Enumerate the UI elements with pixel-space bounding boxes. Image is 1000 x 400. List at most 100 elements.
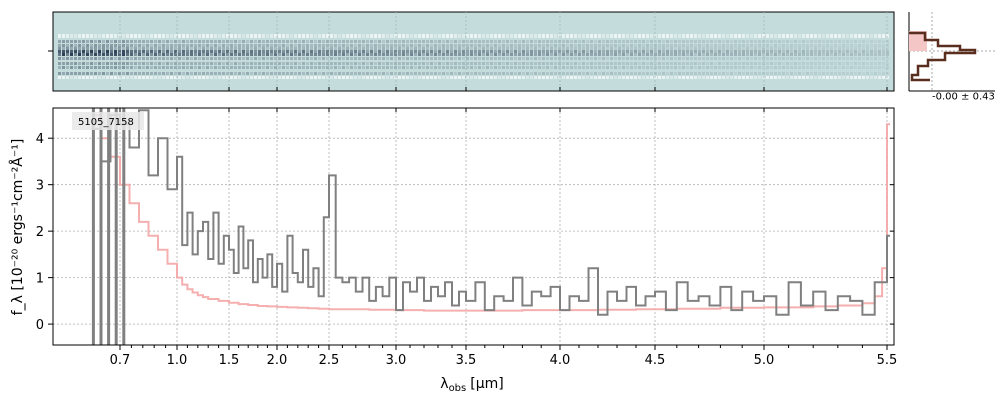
spectrum-2d-pixel <box>82 47 85 50</box>
spectrum-2d-pixel <box>798 66 801 69</box>
spectrum-2d-pixel <box>774 44 777 47</box>
spectrum-2d-pixel <box>866 72 869 75</box>
spectrum-2d-pixel <box>494 40 497 43</box>
spectrum-2d-pixel <box>658 50 661 53</box>
spectrum-2d-pixel <box>206 76 209 79</box>
spectrum-2d-pixel <box>130 62 133 65</box>
spectrum-2d-pixel <box>382 44 385 47</box>
spectrum-2d-pixel <box>230 40 233 43</box>
spectrum-2d-pixel <box>198 53 201 56</box>
spectrum-2d-pixel <box>98 47 101 50</box>
spectrum-2d-pixel <box>74 76 77 79</box>
spectrum-2d-pixel <box>514 57 517 60</box>
spectrum-2d-pixel <box>222 50 225 53</box>
spectrum-2d-pixel <box>618 72 621 75</box>
spectrum-2d-pixel <box>582 57 585 60</box>
spectrum-2d-pixel <box>838 53 841 56</box>
spectrum-2d-pixel <box>362 66 365 69</box>
spectrum-2d-pixel <box>234 72 237 75</box>
spectrum-2d-pixel <box>790 44 793 47</box>
spectrum-2d-pixel <box>418 34 421 38</box>
spectrum-2d-pixel <box>606 66 609 69</box>
spectrum-2d-pixel <box>686 62 689 65</box>
spectrum-2d-pixel <box>538 34 541 38</box>
spectrum-2d-pixel <box>850 34 853 38</box>
spectrum-2d-pixel <box>818 62 821 65</box>
spectrum-2d-pixel <box>506 50 509 53</box>
spectrum-2d-pixel <box>98 50 101 53</box>
spectrum-2d-pixel <box>618 34 621 38</box>
spectrum-2d-pixel <box>718 66 721 69</box>
spectrum-2d-pixel <box>678 34 681 38</box>
spectrum-2d-pixel <box>822 57 825 60</box>
spectrum-2d-pixel <box>278 53 281 56</box>
spectrum-2d-pixel <box>630 62 633 65</box>
spectrum-2d-pixel <box>342 66 345 69</box>
spectrum-2d-pixel <box>114 76 117 79</box>
spectrum-2d-pixel <box>90 66 93 69</box>
spectrum-2d-pixel <box>746 66 749 69</box>
spectrum-2d-pixel <box>658 62 661 65</box>
spectrum-2d-pixel <box>130 40 133 43</box>
spectrum-2d-panel <box>48 11 895 92</box>
spectrum-2d-pixel <box>670 66 673 69</box>
spectrum-2d-pixel <box>662 34 665 38</box>
spectrum-2d-pixel <box>526 72 529 75</box>
spectrum-2d-pixel <box>714 40 717 43</box>
spectrum-2d-pixel <box>194 47 197 50</box>
spectrum-2d-pixel <box>734 34 737 38</box>
spectrum-2d-pixel <box>218 34 221 38</box>
spectrum-2d-pixel <box>402 57 405 60</box>
spectrum-2d-pixel <box>126 57 129 60</box>
spectrum-2d-pixel <box>494 72 497 75</box>
spectrum-2d-pixel <box>462 57 465 60</box>
spectrum-2d-pixel <box>722 53 725 56</box>
spectrum-2d-pixel <box>126 50 129 53</box>
spectrum-2d-pixel <box>718 72 721 75</box>
spectrum-2d-pixel <box>214 47 217 50</box>
spectrum-2d-pixel <box>646 44 649 47</box>
spectrum-2d-pixel <box>542 47 545 50</box>
spectrum-2d-pixel <box>446 57 449 60</box>
spectrum-2d-pixel <box>510 62 513 65</box>
spectrum-2d-pixel <box>802 62 805 65</box>
spectrum-2d-pixel <box>606 34 609 38</box>
spectrum-2d-pixel <box>346 66 349 69</box>
spectrum-2d-pixel <box>750 62 753 65</box>
spectrum-2d-pixel <box>374 44 377 47</box>
spectrum-2d-pixel <box>158 62 161 65</box>
spectrum-2d-pixel <box>810 34 813 38</box>
spectrum-2d-pixel <box>738 72 741 75</box>
spectrum-2d-pixel <box>614 57 617 60</box>
spectrum-2d-pixel <box>462 66 465 69</box>
spectrum-2d-pixel <box>806 50 809 53</box>
spectrum-2d-pixel <box>654 50 657 53</box>
spectrum-2d-pixel <box>394 57 397 60</box>
spectrum-2d-pixel <box>774 62 777 65</box>
spectrum-2d-pixel <box>118 57 121 60</box>
spectrum-2d-pixel <box>246 47 249 50</box>
spectrum-2d-pixel <box>446 76 449 79</box>
spectrum-2d-pixel <box>274 50 277 53</box>
spectrum-2d-pixel <box>582 34 585 38</box>
spectrum-2d-pixel <box>858 62 861 65</box>
spectrum-2d-pixel <box>310 62 313 65</box>
spectrum-2d-pixel <box>198 62 201 65</box>
spectrum-2d-pixel <box>826 53 829 56</box>
spectrum-2d-pixel <box>662 50 665 53</box>
spectrum-2d-pixel <box>770 50 773 53</box>
spectrum-2d-pixel <box>322 66 325 69</box>
spectrum-2d-pixel <box>774 53 777 56</box>
spectrum-2d-pixel <box>598 72 601 75</box>
spectrum-2d-pixel <box>670 50 673 53</box>
spectrum-2d-pixel <box>222 44 225 47</box>
spectrum-2d-pixel <box>558 50 561 53</box>
spectrum-2d-pixel <box>694 50 697 53</box>
spectrum-2d-pixel <box>646 40 649 43</box>
spectrum-2d-pixel <box>750 57 753 60</box>
spectrum-2d-pixel <box>554 76 557 79</box>
spectrum-2d-pixel <box>326 44 329 47</box>
spectrum-2d-pixel <box>466 62 469 65</box>
spectrum-2d-pixel <box>402 44 405 47</box>
